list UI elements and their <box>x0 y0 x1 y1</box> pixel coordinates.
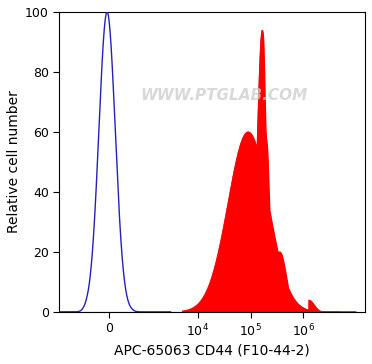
Text: WWW.PTGLAB.COM: WWW.PTGLAB.COM <box>141 88 308 103</box>
X-axis label: APC-65063 CD44 (F10-44-2): APC-65063 CD44 (F10-44-2) <box>114 343 310 357</box>
Y-axis label: Relative cell number: Relative cell number <box>7 91 21 233</box>
